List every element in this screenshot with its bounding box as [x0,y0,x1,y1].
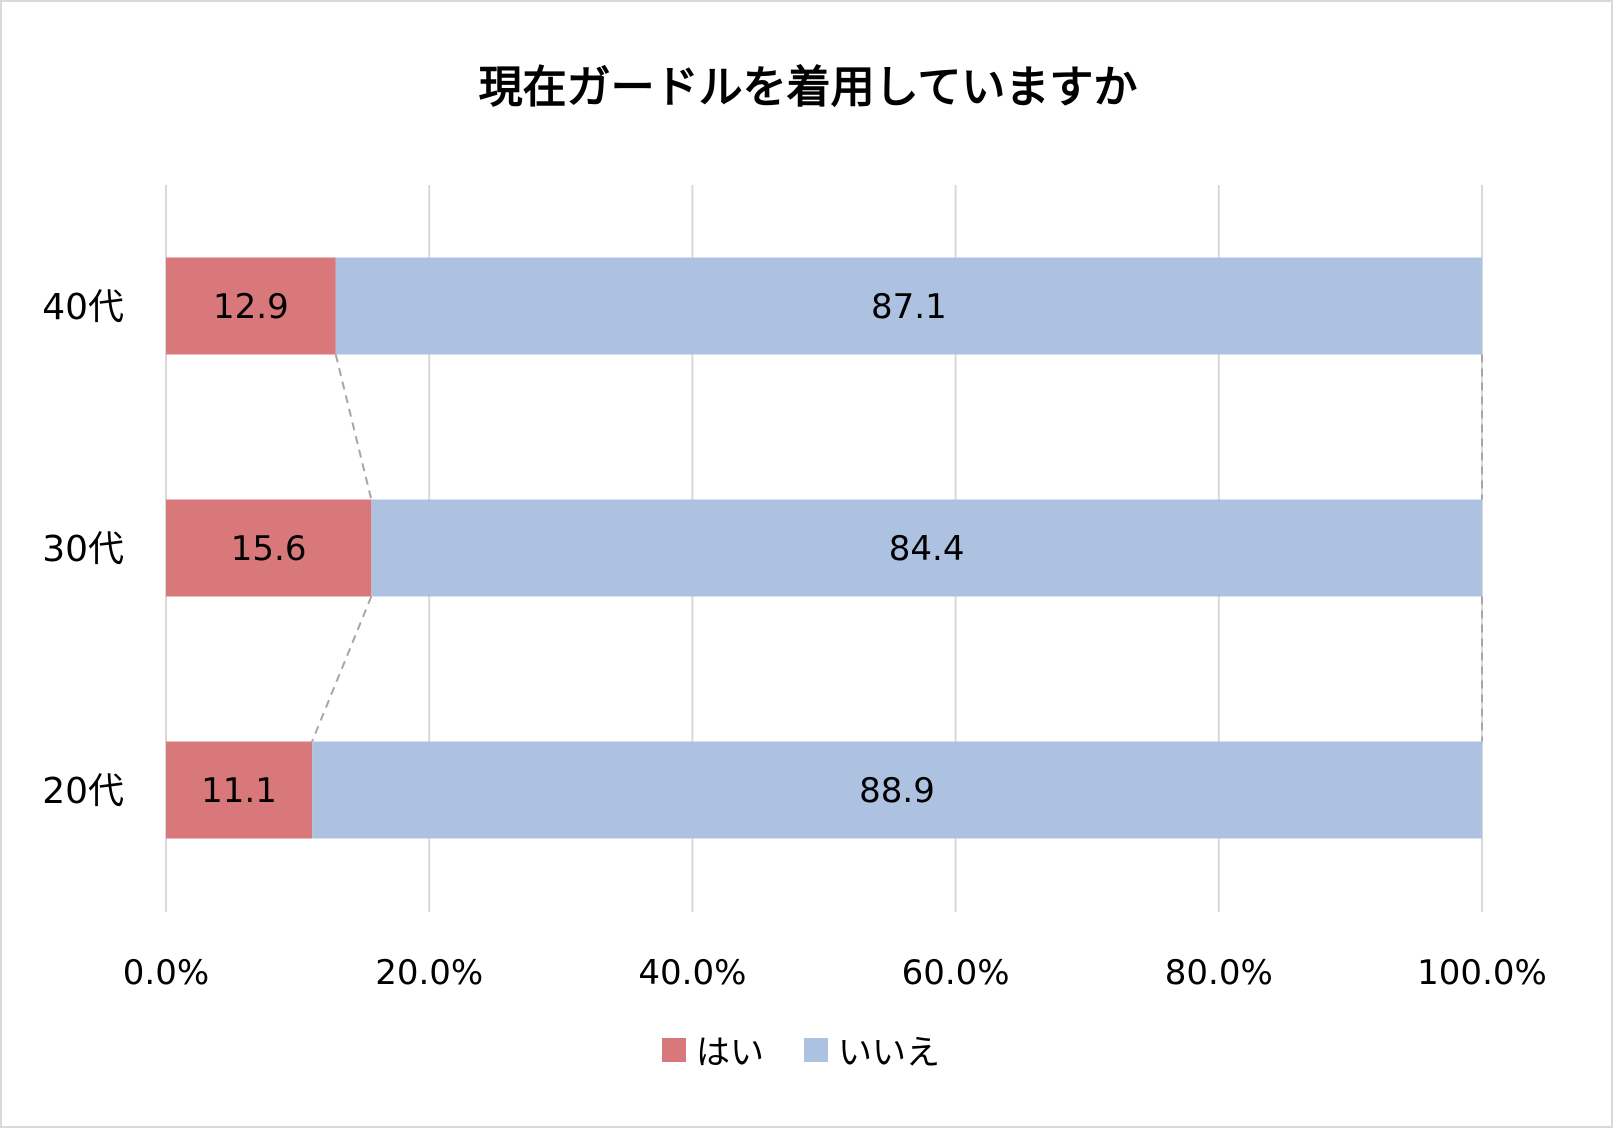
series-lines [311,354,1483,742]
data-label: 88.9 [859,771,935,811]
series-line [334,354,373,500]
series-line [311,596,373,742]
legend-item-iie[interactable]: いいえ [804,1033,940,1073]
data-labels: 12.9 87.1 15.6 84.4 11.1 88.9 [201,287,964,811]
bar-hai-0[interactable] [166,257,336,355]
category-axis: 40代 30代 20代 [42,287,124,812]
legend-swatch [662,1038,686,1062]
data-label: 15.6 [231,529,307,569]
data-label: 87.1 [871,287,947,327]
value-axis: 0.0% 20.0% 40.0% 60.0% 80.0% 100.0% [123,953,1547,993]
legend-swatch [804,1038,828,1062]
legend[interactable]: はい いいえ [662,1033,940,1073]
category-label: 30代 [42,529,124,570]
legend-label: いいえ [838,1033,940,1073]
bars [166,257,1483,839]
bar-hai-1[interactable] [166,499,372,597]
chart-title: 現在ガードルを着用していますか [479,62,1138,113]
tick-label: 100.0% [1417,953,1547,993]
data-label: 11.1 [201,771,277,811]
bar-iie-1[interactable] [371,499,1482,597]
legend-item-hai[interactable]: はい [662,1033,764,1073]
bar-iie-0[interactable] [335,257,1482,355]
category-label: 20代 [42,771,124,812]
tick-label: 80.0% [1165,953,1273,993]
bar-iie-2[interactable] [312,741,1483,839]
tick-label: 0.0% [123,953,209,993]
tick-label: 20.0% [375,953,483,993]
legend-label: はい [696,1033,764,1073]
data-label: 84.4 [889,529,965,569]
category-label: 40代 [42,287,124,328]
tick-label: 60.0% [902,953,1010,993]
data-label: 12.9 [213,287,289,327]
bar-hai-2[interactable] [166,741,313,839]
tick-label: 40.0% [638,953,746,993]
